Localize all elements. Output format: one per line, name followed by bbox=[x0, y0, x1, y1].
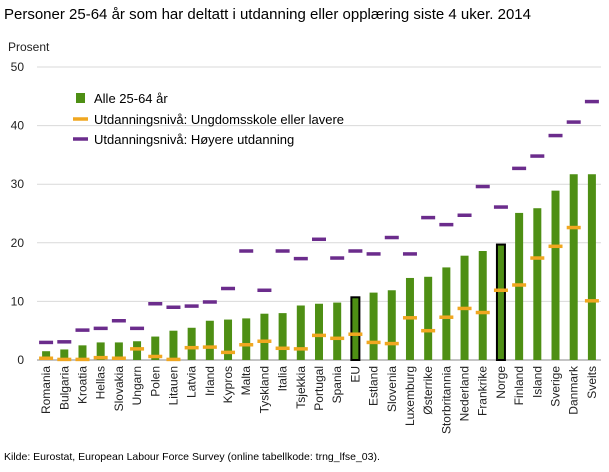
bar-slovenia[interactable] bbox=[387, 290, 396, 360]
x-tick-label: Estland bbox=[367, 366, 381, 406]
bar-malta[interactable] bbox=[242, 318, 251, 360]
x-tick-label: Kroatia bbox=[75, 366, 89, 404]
bar-island[interactable] bbox=[533, 208, 542, 360]
legend-label: Alle 25-64 år bbox=[94, 91, 168, 106]
bar-kypros[interactable] bbox=[224, 319, 233, 360]
chart-title: Personer 25-64 år som har deltatt i utda… bbox=[4, 6, 531, 23]
x-tick-label: Malta bbox=[239, 366, 253, 396]
bar-portugal[interactable] bbox=[315, 303, 323, 360]
legend-label: Utdanningsnivå: Høyere utdanning bbox=[94, 132, 294, 147]
x-tick-label: Latvia bbox=[185, 366, 199, 398]
x-tick-label: Italia bbox=[276, 366, 290, 392]
bar-sveits[interactable] bbox=[587, 174, 596, 360]
y-tick-label: 0 bbox=[17, 353, 24, 367]
x-tick-label: Bulgaria bbox=[57, 366, 71, 410]
x-tick-label: Nederland bbox=[458, 366, 472, 421]
x-tick-label: Island bbox=[530, 366, 544, 398]
source-note: Kilde: Eurostat, European Labour Force S… bbox=[4, 451, 380, 463]
bar-italia[interactable] bbox=[278, 313, 287, 360]
bar-litauen[interactable] bbox=[169, 330, 178, 360]
legend-label: Utdanningsnivå: Ungdomsskole eller laver… bbox=[94, 112, 344, 127]
x-tick-label: Spania bbox=[330, 366, 344, 404]
x-tick-label: Norge bbox=[494, 366, 508, 399]
legend-swatch-bar bbox=[76, 93, 85, 103]
bar-frankrike[interactable] bbox=[478, 251, 487, 360]
x-tick-label: Tsjekkia bbox=[294, 366, 308, 409]
bar-slovakia[interactable] bbox=[114, 342, 123, 360]
y-tick-label: 30 bbox=[11, 177, 25, 191]
x-tick-label: Slovenia bbox=[385, 366, 399, 412]
bar-estland[interactable] bbox=[369, 292, 378, 360]
y-tick-label: 10 bbox=[11, 294, 25, 308]
x-tick-label: Sveits bbox=[585, 366, 599, 399]
y-axis-label: Prosent bbox=[8, 40, 50, 54]
x-tick-label: Sverige bbox=[549, 366, 563, 407]
bar-polen[interactable] bbox=[151, 336, 160, 360]
bar-tyskland[interactable] bbox=[260, 313, 269, 360]
bar-latvia[interactable] bbox=[187, 327, 196, 360]
x-tick-label: EU bbox=[348, 366, 362, 383]
x-tick-label: Romania bbox=[39, 366, 53, 414]
bar-norge[interactable] bbox=[495, 243, 506, 361]
y-tick-label: 40 bbox=[11, 119, 25, 133]
bar-danmark[interactable] bbox=[569, 174, 578, 360]
x-tick-label: Kypros bbox=[221, 366, 235, 403]
bar-hellas[interactable] bbox=[96, 342, 105, 360]
x-tick-label: Hellas bbox=[94, 366, 108, 399]
y-tick-label: 20 bbox=[11, 236, 25, 250]
bar-spania[interactable] bbox=[333, 302, 342, 360]
x-tick-label: Ungarn bbox=[130, 366, 144, 405]
bar-østerrike[interactable] bbox=[424, 276, 433, 360]
bar-ungarn[interactable] bbox=[133, 341, 142, 360]
x-tick-label: Luxemburg bbox=[403, 366, 417, 426]
bar-eu[interactable] bbox=[350, 296, 361, 362]
x-tick-label: Litauen bbox=[166, 366, 180, 405]
x-tick-label: Danmark bbox=[567, 365, 581, 415]
x-tick-label: Frankrike bbox=[476, 366, 490, 416]
bar-bulgaria[interactable] bbox=[60, 349, 69, 360]
bar-tsjekkia[interactable] bbox=[296, 305, 305, 360]
bar-kroatia[interactable] bbox=[78, 345, 87, 360]
x-tick-label: Portugal bbox=[312, 366, 326, 411]
bar-romania[interactable] bbox=[42, 351, 51, 360]
x-tick-label: Storbritannia bbox=[439, 366, 453, 434]
x-tick-label: Tyskland bbox=[257, 366, 271, 413]
bar-sverige[interactable] bbox=[551, 190, 560, 360]
x-tick-label: Østerrike bbox=[421, 366, 435, 415]
bar-irland[interactable] bbox=[205, 320, 214, 360]
x-tick-label: Slovakia bbox=[112, 366, 126, 412]
x-tick-label: Finland bbox=[512, 366, 526, 405]
x-tick-label: Polen bbox=[148, 366, 162, 397]
bar-storbritannia[interactable] bbox=[442, 267, 451, 360]
y-tick-label: 50 bbox=[11, 60, 25, 74]
x-tick-label: Irland bbox=[203, 366, 217, 396]
